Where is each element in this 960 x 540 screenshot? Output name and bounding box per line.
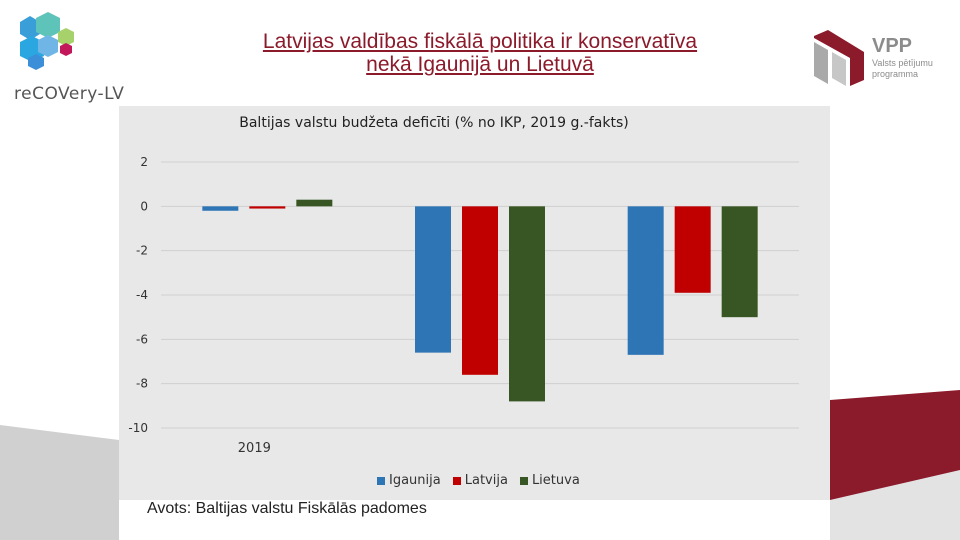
legend-item-igaunija: Igaunija <box>377 473 441 488</box>
legend-item-lietuva: Lietuva <box>519 473 580 488</box>
legend-label: Lietuva <box>531 473 580 488</box>
chart-legend: Igaunija Latvija Lietuva <box>377 473 580 488</box>
bar-latvija <box>462 206 498 375</box>
legend-label: Igaunija <box>389 473 441 488</box>
bar-lietuva <box>721 206 758 318</box>
y-tick-label: 0 <box>140 199 148 213</box>
recovery-lv-label: reCOVery-LV <box>14 84 125 104</box>
y-tick-label: -2 <box>136 244 148 258</box>
legend-swatch <box>452 476 461 485</box>
y-tick-label: -10 <box>128 421 148 435</box>
vpp-logo-sub2: programma <box>872 69 918 79</box>
legend-swatch <box>377 476 385 485</box>
bar-igaunija <box>202 206 239 211</box>
x-category-label: 2019 <box>238 441 271 456</box>
y-tick-label: 2 <box>140 155 148 169</box>
page-title-line1: Latvijas valdības fiskālā politika ir ko… <box>262 30 698 53</box>
bar-latvija <box>249 206 286 209</box>
bar-lietuva <box>509 206 545 402</box>
chart-panel: Baltijas valstu budžeta deficīti (% no I… <box>119 106 830 500</box>
legend-label: Latvija <box>464 473 508 488</box>
y-tick-label: -4 <box>136 288 148 302</box>
vpp-logo: VPP Valsts pētījumu programma <box>806 28 956 88</box>
legend-swatch <box>519 476 528 485</box>
page-title-line2: nekā Igaunijā un Lietuvā <box>366 53 594 76</box>
page-title: Latvijas valdības fiskālā politika ir ko… <box>150 30 810 76</box>
vpp-logo-text: VPP <box>872 35 912 57</box>
recovery-lv-logo <box>8 10 108 110</box>
y-tick-label: -8 <box>136 377 148 391</box>
bar-latvija <box>674 206 711 293</box>
vpp-logo-sub1: Valsts pētījumu <box>872 58 933 68</box>
bar-lietuva <box>296 199 333 207</box>
bar-igaunija <box>415 206 451 353</box>
bar-igaunija <box>627 206 664 355</box>
chart-title: Baltijas valstu budžeta deficīti (% no I… <box>239 115 629 131</box>
legend-item-latvija: Latvija <box>452 473 508 488</box>
bar-chart: 2 0 -2 -4 -6 -8 -10 2019 <box>128 155 799 456</box>
y-tick-label: -6 <box>136 332 148 346</box>
source-note: Avots: Baltijas valstu Fiskālās padomes <box>147 500 427 517</box>
